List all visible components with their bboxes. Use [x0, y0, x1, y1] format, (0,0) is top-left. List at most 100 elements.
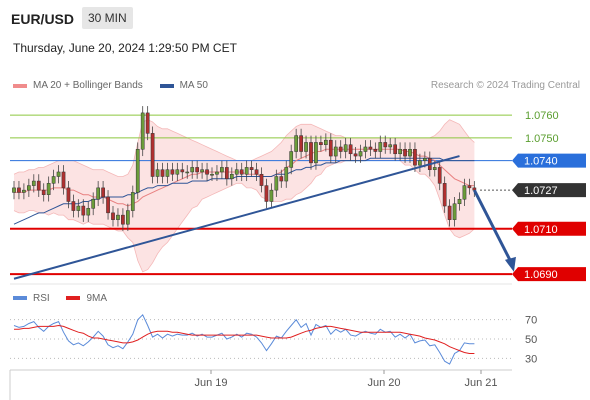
candle-body: [413, 148, 417, 166]
instrument-name: EUR/USD: [11, 11, 75, 27]
timeframe-button[interactable]: 30 MIN: [82, 7, 133, 29]
rsi-line: [13, 313, 475, 365]
candle-body: [398, 148, 402, 155]
ma50-line: [13, 157, 475, 225]
rsi-tick-label: 30: [525, 353, 537, 365]
candle-body: [76, 205, 81, 211]
ma9-swatch: [66, 296, 81, 301]
candle-body: [121, 214, 125, 225]
candle-body: [447, 205, 452, 220]
candle-body: [155, 169, 160, 177]
candle-body: [165, 169, 170, 177]
candle-body: [319, 142, 323, 145]
candle-body: [185, 171, 190, 174]
ma20-line: [14, 148, 475, 207]
candle-body: [116, 214, 120, 220]
candle-body: [36, 180, 41, 191]
candle-body: [358, 151, 363, 157]
candle-body: [195, 167, 200, 173]
forecast-arrow-head: [504, 256, 516, 272]
level-tag-1-0740: [512, 153, 586, 168]
candle-body: [91, 198, 96, 209]
candle-body: [71, 201, 76, 211]
candle-body: [437, 167, 442, 184]
indicator-lines-layer: [13, 148, 475, 225]
candle-body: [442, 183, 447, 207]
level-label-1-0750: 1.0750: [525, 133, 559, 145]
candle-body: [17, 187, 21, 193]
candle-body: [368, 146, 373, 150]
candle-body: [101, 187, 105, 198]
price-legend: MA 20 + Bollinger Bands MA 50: [13, 80, 208, 91]
candle-body: [269, 189, 274, 202]
candle-body: [81, 205, 86, 216]
candle-body: [314, 142, 318, 164]
candle-body: [210, 173, 214, 176]
candle-body: [111, 212, 115, 220]
x-tick-label: Jun 19: [194, 377, 227, 389]
candle-body: [393, 144, 397, 155]
candle-body: [150, 133, 155, 177]
candle-body: [205, 169, 209, 175]
candle-body: [378, 142, 383, 152]
candle-body: [299, 135, 303, 152]
ma50-legend-label: MA 50: [179, 80, 208, 91]
level-label-1-0690: 1.0690: [524, 269, 558, 281]
candle-body: [462, 185, 467, 200]
candle-body: [353, 153, 358, 157]
candle-body: [135, 148, 140, 193]
candle-body: [333, 146, 338, 157]
level-tag-1-0727: [512, 183, 586, 198]
ma50-swatch: [159, 83, 174, 88]
candle-body: [41, 189, 46, 195]
candle-body: [130, 192, 135, 211]
rsi-tick-label: 50: [525, 334, 537, 346]
candle-body: [215, 171, 219, 175]
candle-body: [249, 167, 254, 170]
candle-body: [239, 169, 244, 175]
time-axis: Jun 19 Jun 20 Jun 21: [9, 369, 512, 400]
candle-body: [175, 169, 180, 175]
research-credit: Research © 2024 Trading Central: [430, 80, 580, 91]
level-lines-layer: 1.0760 1.0750 1.0740 1.0727 1.0710 1.0690: [10, 110, 586, 282]
candle-body: [200, 169, 204, 173]
candle-body: [408, 148, 412, 157]
candle-body: [432, 167, 437, 170]
rsi-ma9-line: [14, 324, 475, 354]
candles-layer: [12, 106, 477, 232]
candle-body: [106, 196, 110, 214]
candle-body: [324, 139, 328, 145]
candle-body: [363, 146, 368, 152]
candle-body: [46, 183, 51, 195]
candle-body: [279, 176, 284, 182]
candle-body: [452, 203, 457, 220]
level-label-1-0710: 1.0710: [524, 224, 558, 236]
level-label-1-0740: 1.0740: [524, 156, 558, 168]
candle-body: [457, 198, 462, 205]
candle-body: [126, 210, 130, 225]
candle-body: [304, 142, 308, 152]
candle-body: [51, 176, 56, 184]
ma20-legend-label: MA 20 + Bollinger Bands: [33, 80, 143, 91]
rsi-swatch: [13, 296, 27, 301]
x-tick-label: Jun 20: [367, 377, 400, 389]
rsi-legend: RSI 9MA: [13, 293, 107, 304]
candle-body: [56, 171, 61, 177]
candle-body: [225, 167, 229, 180]
candle-body: [388, 144, 393, 148]
annotations-layer: [13, 155, 516, 280]
rsi-tick-label: 70: [525, 315, 537, 327]
candle-body: [264, 185, 269, 202]
candle-body: [229, 173, 234, 180]
candle-body: [220, 167, 224, 173]
candle-body: [22, 189, 26, 193]
level-label-1-0760: 1.0760: [525, 110, 559, 122]
candle-body: [309, 142, 313, 164]
rsi-legend-label: RSI: [33, 293, 50, 304]
ma20-swatch: [13, 83, 27, 88]
candle-body: [348, 144, 353, 155]
candle-body: [403, 148, 407, 157]
candle-body: [190, 167, 195, 173]
trendline: [13, 155, 460, 280]
